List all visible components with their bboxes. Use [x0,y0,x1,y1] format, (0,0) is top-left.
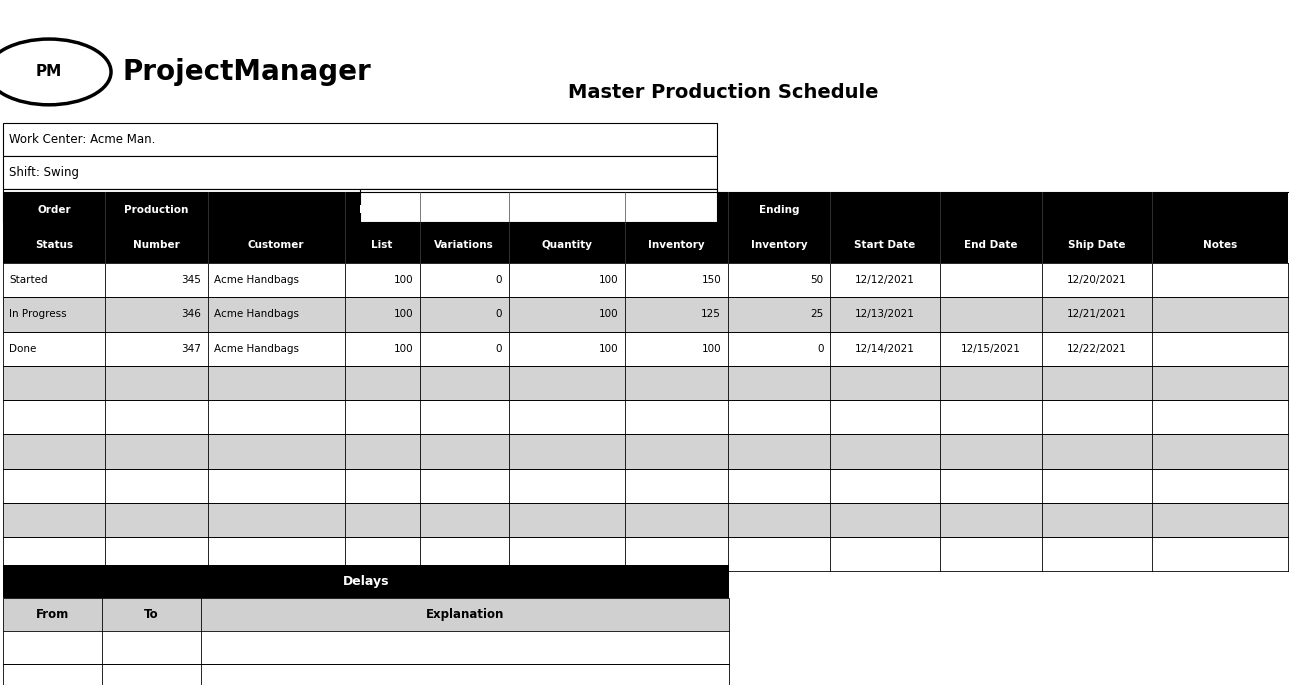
Text: Number: Number [133,240,179,250]
Text: 12/21/2021: 12/21/2021 [1066,310,1127,319]
Text: Work Center: Acme Man.: Work Center: Acme Man. [9,134,155,146]
Bar [3,664,729,685]
Text: 100: 100 [701,344,722,353]
Text: 12/22/2021: 12/22/2021 [1066,344,1127,353]
Text: 346: 346 [182,310,201,319]
Text: List: List [372,240,392,250]
Text: From: From [36,608,68,621]
Text: Starting: Starting [652,205,701,214]
Text: To: To [143,608,159,621]
Text: 125: 125 [701,310,722,319]
Bar [3,366,1288,400]
Text: 0: 0 [496,344,502,353]
Text: Variations: Variations [434,240,494,250]
Text: 0: 0 [496,310,502,319]
Text: Customer: Customer [248,240,305,250]
Text: 100: 100 [599,275,618,285]
Text: 25: 25 [811,310,824,319]
Text: Inventory: Inventory [750,240,807,250]
Text: Started: Started [9,275,48,285]
Text: 0: 0 [496,275,502,285]
Bar [3,156,717,189]
Bar [3,469,1288,503]
Bar [3,332,1288,366]
Text: Production: Production [124,205,188,214]
Bar [3,565,729,598]
Bar [3,503,1288,537]
Circle shape [0,39,111,105]
Bar [3,598,729,631]
Text: ProjectManager: ProjectManager [123,58,372,86]
Text: In Progress: In Progress [9,310,67,319]
Text: 12/12/2021: 12/12/2021 [855,275,915,285]
Text: Updated on: 12/15/21: Updated on: 12/15/21 [367,199,496,212]
Text: Product: Product [359,205,405,214]
Text: Date: 12/12/21: Date: 12/12/21 [9,199,98,212]
Text: Start Date: Start Date [855,240,915,250]
Text: Ending: Ending [759,205,799,214]
Bar [3,434,1288,469]
Text: 50: 50 [811,275,824,285]
Text: 347: 347 [182,344,201,353]
Bar [3,123,717,156]
Bar [3,297,1288,332]
Text: 100: 100 [394,275,413,285]
Text: Master Production Schedule: Master Production Schedule [568,83,878,102]
Bar [3,263,1288,297]
Text: 100: 100 [599,310,618,319]
Text: Ship Date: Ship Date [1068,240,1126,250]
Text: Acme Handbags: Acme Handbags [214,310,300,319]
Text: 100: 100 [394,310,413,319]
Text: Delays: Delays [342,575,390,588]
Bar [360,189,717,222]
Text: Inventory: Inventory [648,240,705,250]
Bar [3,192,1288,263]
Text: 12/15/2021: 12/15/2021 [961,344,1021,353]
Text: 100: 100 [599,344,618,353]
Text: 0: 0 [817,344,824,353]
Text: 150: 150 [701,275,722,285]
Text: Shift: Swing: Shift: Swing [9,166,79,179]
Text: Done: Done [9,344,36,353]
Text: 345: 345 [182,275,201,285]
Text: 100: 100 [394,344,413,353]
Text: Total Product: Total Product [528,205,607,214]
Text: End Date: End Date [964,240,1017,250]
Bar [3,189,717,222]
Text: 12/14/2021: 12/14/2021 [855,344,915,353]
Text: Acme Handbags: Acme Handbags [214,275,300,285]
Bar [3,537,1288,571]
Text: Quantity: Quantity [541,240,593,250]
Text: Order: Order [37,205,71,214]
Text: Status: Status [35,240,72,250]
Text: PM: PM [36,64,62,79]
Text: Explanation: Explanation [426,608,505,621]
Bar [3,400,1288,434]
Bar [3,631,729,664]
Text: Notes: Notes [1203,240,1237,250]
Text: 12/20/2021: 12/20/2021 [1068,275,1127,285]
Text: Acme Handbags: Acme Handbags [214,344,300,353]
Text: 12/13/2021: 12/13/2021 [855,310,915,319]
